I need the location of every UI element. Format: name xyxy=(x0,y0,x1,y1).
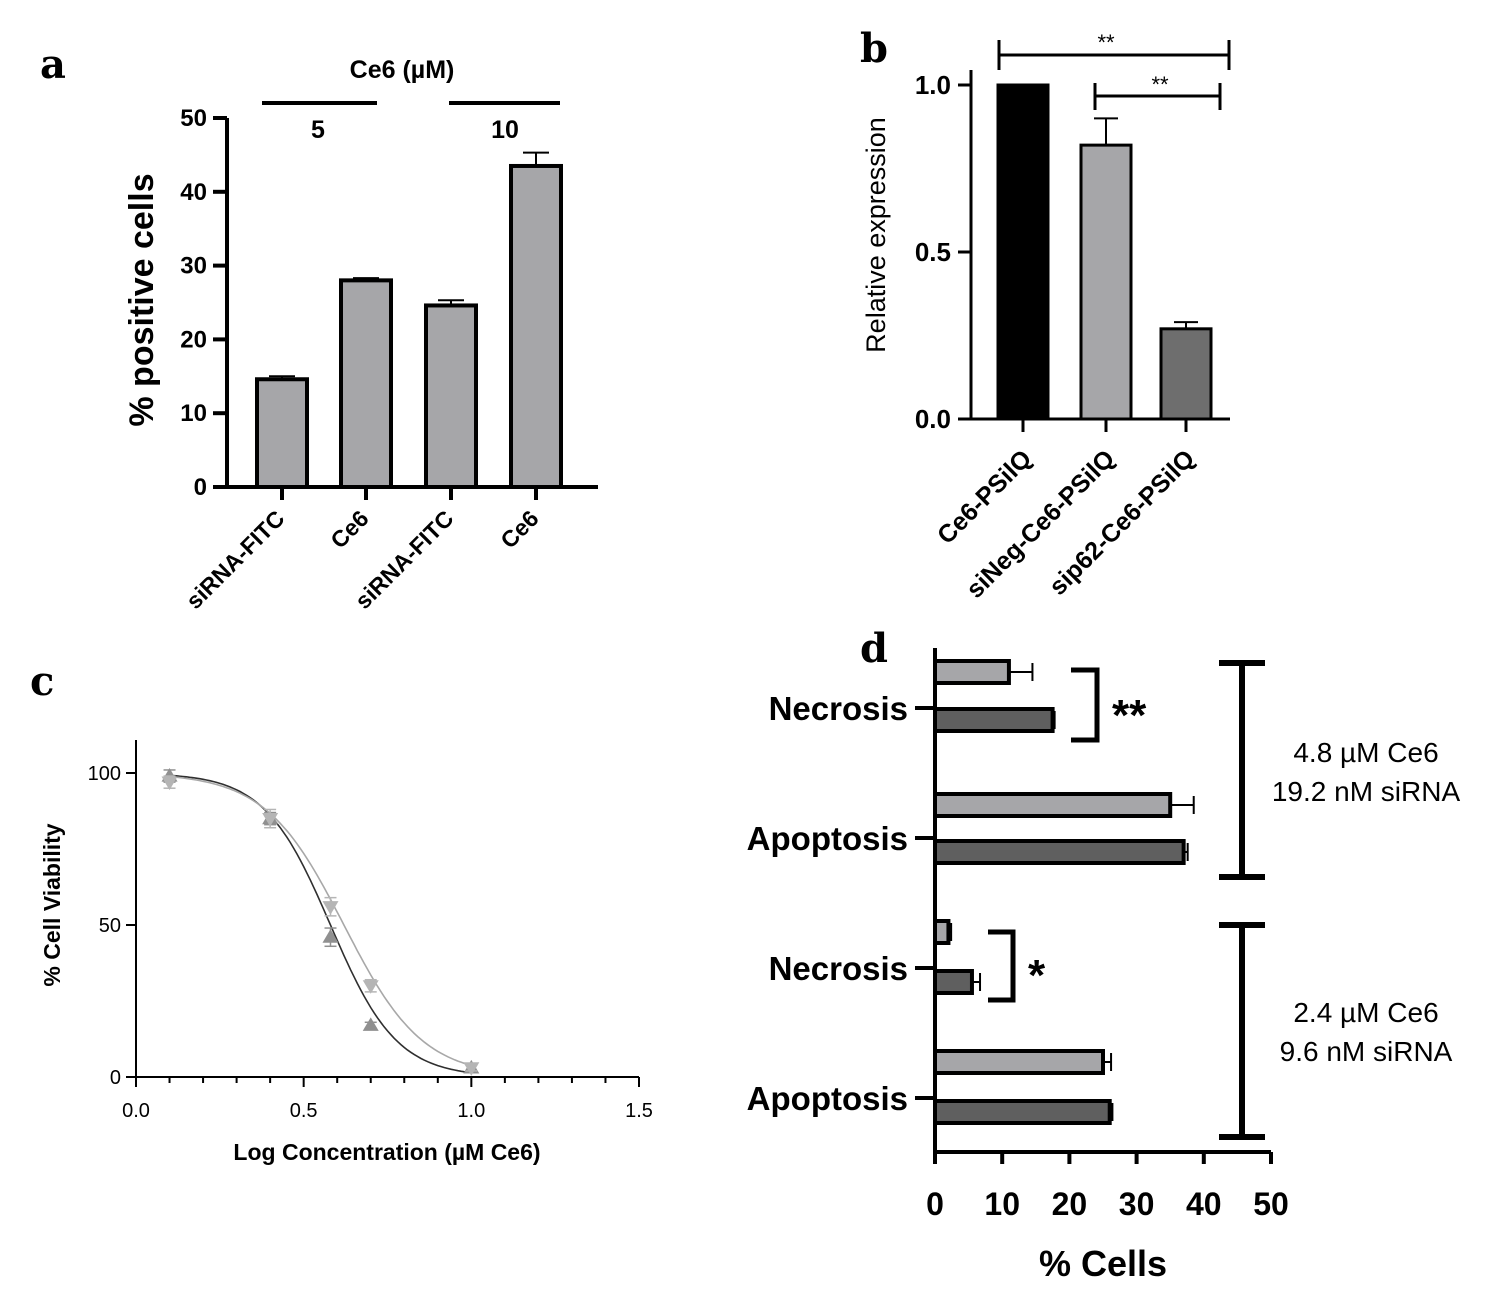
b-bar xyxy=(1079,143,1133,421)
b-sig-star: ** xyxy=(1151,72,1169,97)
d-group-label: 4.8 µM Ce6 xyxy=(1293,737,1438,768)
a-y-tick-label: 30 xyxy=(180,253,207,280)
a-x-tick-label: Ce6 xyxy=(495,505,543,553)
a-group-title: Ce6 (µM) xyxy=(350,56,455,84)
c-x-tick-label: 1.0 xyxy=(457,1100,485,1122)
d-x-tick-label: 40 xyxy=(1186,1186,1222,1222)
b-bar xyxy=(1159,327,1213,421)
c-x-tick-label: 0.0 xyxy=(122,1100,150,1122)
d-bar xyxy=(933,919,951,945)
d-x-tick-label: 10 xyxy=(984,1186,1020,1222)
d-bar xyxy=(933,969,974,995)
d-x-tick-label: 20 xyxy=(1052,1186,1088,1222)
c-data-point xyxy=(463,1062,480,1076)
b-x-tick-label: sip62-Ce6-PSilQ xyxy=(1044,444,1200,600)
c-data-point xyxy=(322,901,339,915)
c-x-tick-label: 1.5 xyxy=(625,1100,653,1122)
d-bar xyxy=(933,707,1055,733)
c-fit-curve xyxy=(169,774,472,1074)
panel-label-b: b xyxy=(860,25,888,72)
b-x-tick-label: siNeg-Ce6-PSilQ xyxy=(961,444,1120,603)
d-group-label: 2.4 µM Ce6 xyxy=(1293,997,1438,1028)
c-data-point xyxy=(262,813,279,827)
d-sig-star: * xyxy=(1028,951,1046,1000)
d-x-tick-label: 0 xyxy=(926,1186,944,1222)
a-bar xyxy=(255,377,309,490)
panel-label-a: a xyxy=(40,41,66,88)
c-y-axis-label: % Cell Viability xyxy=(39,823,65,986)
b-y-axis-label: Relative expression xyxy=(861,117,891,353)
c-y-tick-label: 100 xyxy=(88,763,121,785)
a-y-tick-label: 40 xyxy=(180,179,207,206)
b-y-tick-label: 1.0 xyxy=(915,70,951,100)
d-group-label: 9.6 nM siRNA xyxy=(1280,1036,1453,1067)
d-category-label: Apoptosis xyxy=(747,820,908,857)
d-bar xyxy=(933,659,1011,685)
a-y-tick-label: 0 xyxy=(194,474,207,501)
a-y-tick-label: 10 xyxy=(180,400,207,427)
c-data-point xyxy=(362,980,379,994)
d-x-tick-label: 30 xyxy=(1119,1186,1155,1222)
a-x-tick-label: Ce6 xyxy=(325,505,373,553)
d-bar xyxy=(933,1049,1105,1075)
d-x-tick-label: 50 xyxy=(1253,1186,1289,1222)
d-category-label: Apoptosis xyxy=(747,1080,908,1117)
a-group-label: 10 xyxy=(491,116,519,144)
b-bar xyxy=(996,83,1050,421)
a-x-tick-label: siRNA-FITC xyxy=(181,505,290,614)
panel-label-c: c xyxy=(30,658,54,705)
b-sig-star: ** xyxy=(1097,30,1115,55)
d-sig-bracket xyxy=(1071,667,1100,743)
c-x-tick-label: 0.5 xyxy=(290,1100,318,1122)
d-x-axis-label: % Cells xyxy=(1039,1243,1167,1284)
d-bar xyxy=(933,792,1173,818)
a-y-tick-label: 50 xyxy=(180,105,207,132)
d-sig-star: ** xyxy=(1112,691,1147,740)
a-y-tick-label: 20 xyxy=(180,326,207,353)
d-bar xyxy=(933,1099,1112,1125)
c-y-tick-label: 50 xyxy=(99,915,121,937)
a-group-label: 5 xyxy=(311,116,325,144)
a-bar xyxy=(339,278,393,489)
d-group-label: 19.2 nM siRNA xyxy=(1272,776,1461,807)
c-data-point xyxy=(322,929,339,943)
d-bar xyxy=(933,839,1186,865)
d-category-label: Necrosis xyxy=(769,690,908,727)
c-y-tick-label: 0 xyxy=(110,1067,121,1089)
c-fit-curve xyxy=(169,775,472,1067)
a-bar xyxy=(424,303,478,489)
panel-label-d: d xyxy=(860,625,888,672)
b-y-tick-label: 0.5 xyxy=(915,237,951,267)
b-y-tick-label: 0.0 xyxy=(915,404,951,434)
d-category-label: Necrosis xyxy=(769,950,908,987)
d-sig-bracket xyxy=(988,929,1016,1003)
c-data-point xyxy=(362,1017,379,1031)
a-bar xyxy=(509,163,563,489)
a-y-axis-label: % positive cells xyxy=(123,173,161,426)
c-x-axis-label: Log Concentration (µM Ce6) xyxy=(233,1139,540,1165)
c-data-point xyxy=(161,776,178,791)
